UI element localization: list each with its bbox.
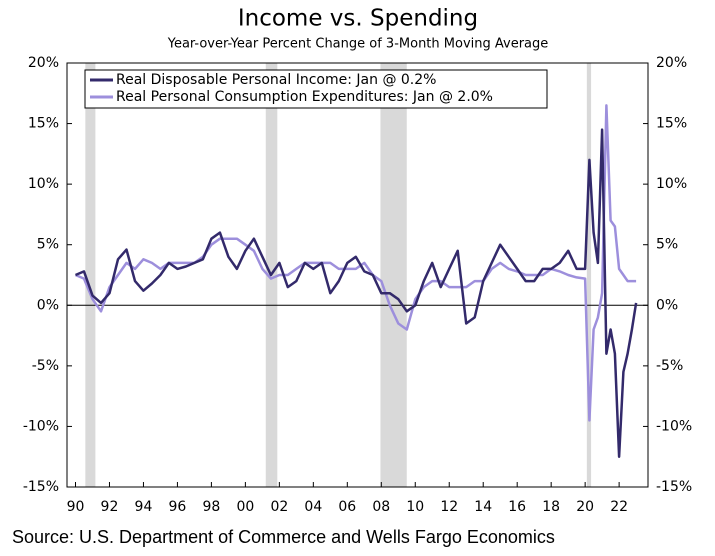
recession-band	[586, 63, 592, 487]
y2-tick-label: -10%	[656, 418, 692, 434]
y-tick-label: 20%	[28, 55, 59, 71]
x-tick-label: 22	[610, 499, 628, 515]
y-tick-label: 10%	[28, 176, 59, 192]
series-line	[75, 104, 637, 422]
x-tick-label: 08	[372, 499, 390, 515]
y2-tick-label: 20%	[656, 55, 687, 71]
y2-tick-label: 15%	[656, 116, 687, 132]
x-tick-label: 10	[406, 499, 424, 515]
y2-tick-label: 5%	[656, 237, 678, 253]
x-tick-label: 90	[67, 499, 85, 515]
y2-tick-label: -5%	[656, 358, 683, 374]
legend-label: Real Personal Consumption Expenditures: …	[116, 89, 493, 105]
legend-label: Real Disposable Personal Income: Jan @ 0…	[116, 72, 436, 88]
y2-tick-label: -15%	[656, 479, 692, 495]
x-tick-label: 14	[474, 499, 492, 515]
series-line	[75, 128, 638, 458]
y-tick-label: 0%	[37, 297, 59, 313]
x-tick-label: 00	[236, 499, 254, 515]
x-tick-label: 92	[101, 499, 119, 515]
x-tick-label: 18	[542, 499, 560, 515]
chart-subtitle: Year-over-Year Percent Change of 3-Month…	[167, 37, 549, 52]
y-tick-label: 5%	[37, 237, 59, 253]
legend-box	[84, 69, 548, 109]
y-tick-label: -15%	[23, 479, 59, 495]
y-tick-label: -10%	[23, 418, 59, 434]
x-tick-label: 98	[202, 499, 220, 515]
y-tick-label: 15%	[28, 116, 59, 132]
x-tick-label: 16	[508, 499, 526, 515]
x-tick-label: 96	[169, 499, 187, 515]
plot-frame	[66, 62, 649, 488]
chart-title: Income vs. Spending	[238, 6, 478, 32]
y2-tick-label: 10%	[656, 176, 687, 192]
x-tick-label: 20	[576, 499, 594, 515]
recession-band	[85, 63, 96, 487]
source-note: Source: U.S. Department of Commerce and …	[12, 527, 555, 547]
y-tick-label: -5%	[32, 358, 59, 374]
x-tick-label: 04	[304, 499, 322, 515]
recession-band	[380, 63, 407, 487]
x-tick-label: 06	[338, 499, 356, 515]
x-tick-label: 02	[270, 499, 288, 515]
y2-tick-label: 0%	[656, 297, 678, 313]
x-tick-label: 12	[440, 499, 458, 515]
x-tick-label: 94	[135, 499, 153, 515]
